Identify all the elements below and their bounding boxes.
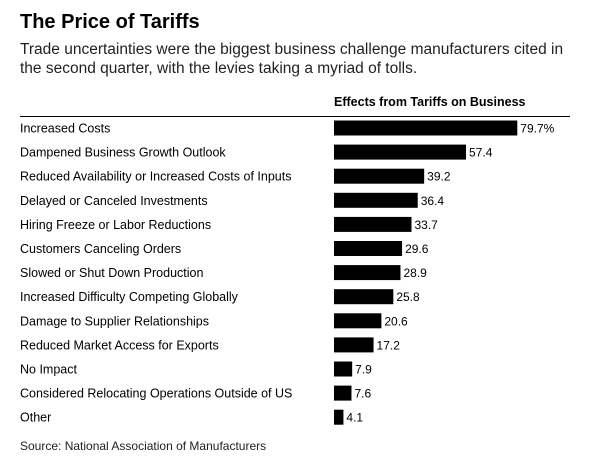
column-header: Effects from Tariffs on Business (334, 95, 526, 109)
chart-title: The Price of Tariffs (20, 11, 200, 33)
bar (334, 409, 344, 425)
bar (334, 168, 425, 184)
bar (334, 313, 382, 329)
bar (334, 361, 353, 377)
header-rule (20, 116, 570, 117)
value-label: 20.6 (384, 314, 408, 328)
category-label: Reduced Market Access for Exports (20, 338, 219, 352)
value-label: 4.1 (346, 411, 363, 425)
value-label: 33.7 (415, 218, 439, 232)
source-note: Source: National Association of Manufact… (20, 439, 267, 453)
bar (334, 192, 418, 208)
category-label: Dampened Business Growth Outlook (20, 146, 226, 160)
bar (334, 385, 352, 401)
value-label: 25.8 (396, 290, 420, 304)
chart-subtitle: Trade uncertainties were the biggest bus… (20, 41, 564, 77)
category-label: Damage to Supplier Relationships (20, 314, 209, 328)
category-label: Reduced Availability or Increased Costs … (20, 170, 291, 184)
category-label: Other (20, 411, 51, 425)
bar (334, 241, 403, 256)
category-label: Increased Difficulty Competing Globally (20, 290, 239, 304)
bar (334, 216, 412, 232)
bar (334, 289, 394, 305)
category-label: Delayed or Canceled Investments (20, 194, 208, 208)
category-label: Slowed or Shut Down Production (20, 266, 203, 280)
value-label: 79.7% (520, 122, 554, 136)
category-label: Customers Canceling Orders (20, 242, 181, 256)
value-label: 36.4 (421, 194, 445, 208)
bar (334, 120, 518, 136)
value-label: 17.2 (377, 338, 401, 352)
bar (334, 337, 374, 353)
bar (334, 265, 401, 281)
bar-chart: Increased Costs 79.7% Dampened Business Gr… (20, 120, 555, 425)
value-label: 57.4 (469, 146, 493, 160)
category-label: No Impact (20, 363, 77, 377)
category-label: Considered Relocating Operations Outside… (20, 387, 292, 401)
value-label: 39.2 (427, 170, 451, 184)
bar (334, 144, 467, 160)
value-label: 28.9 (403, 266, 427, 280)
category-label: Increased Costs (20, 122, 110, 136)
value-label: 29.6 (405, 242, 429, 256)
value-label: 7.9 (355, 363, 372, 377)
category-label: Hiring Freeze or Labor Reductions (20, 218, 211, 232)
value-label: 7.6 (354, 387, 371, 401)
